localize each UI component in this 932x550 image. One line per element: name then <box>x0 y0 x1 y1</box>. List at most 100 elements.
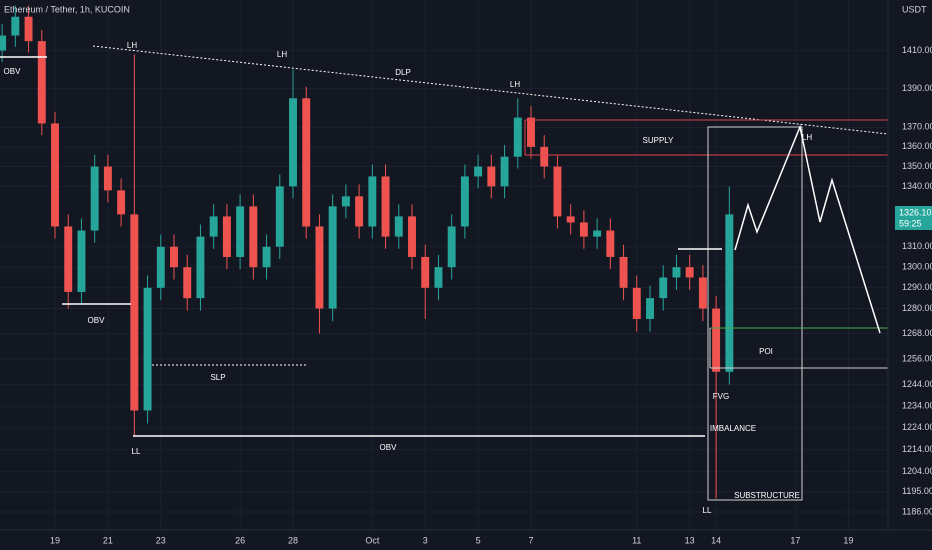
candle-body <box>632 287 641 319</box>
candle-body <box>646 298 654 319</box>
candle-body <box>394 216 403 237</box>
candle-body <box>209 216 218 237</box>
y-tick-label: 1300.00 <box>902 262 932 272</box>
projection-path <box>734 124 881 334</box>
annotation: SLP <box>210 373 225 382</box>
candle-body <box>540 146 549 167</box>
candle-body <box>11 16 20 36</box>
drawings <box>0 45 889 501</box>
annotation: SUPPLY <box>643 136 675 145</box>
last-price: 1326.10 <box>899 207 932 217</box>
candle-body <box>474 166 483 177</box>
candle-body <box>262 246 271 268</box>
candle-body <box>659 277 668 299</box>
countdown: 59:25 <box>899 218 922 228</box>
x-tick-label: 14 <box>711 535 721 545</box>
candle-body <box>117 190 126 215</box>
candle-body <box>685 267 694 278</box>
candle-body <box>315 226 324 309</box>
candle-body <box>183 267 192 299</box>
y-tick-label: 1340.00 <box>902 181 932 191</box>
candle-body <box>619 256 628 288</box>
annotation: LH <box>510 80 520 89</box>
candle-body <box>103 166 112 191</box>
y-tick-label: 1214.00 <box>902 444 932 454</box>
candle-body <box>196 236 205 299</box>
y-tick-label: 1256.00 <box>902 353 932 363</box>
annotation: OBV <box>88 316 106 325</box>
annotations: OBV OBV OBV LH LH LH LH DLP SLP LL LL SUPPLY POI FVG I… <box>4 41 813 515</box>
candle-body <box>672 267 681 278</box>
y-tick-label: 1224.00 <box>902 422 932 432</box>
candle-body <box>302 98 311 227</box>
candle-body <box>368 176 377 227</box>
candle-body <box>143 287 152 411</box>
y-tick-label: 1350.00 <box>902 161 932 171</box>
y-tick-label: 1195.00 <box>902 486 932 496</box>
candle-body <box>579 222 588 237</box>
y-tick-label: 1244.00 <box>902 379 932 389</box>
x-tick-label: 3 <box>423 535 428 545</box>
candle-body <box>0 35 7 51</box>
candle-body <box>487 166 496 187</box>
candle-body <box>553 166 562 217</box>
y-tick-label: 1370.00 <box>902 122 932 132</box>
y-tick-label: 1186.00 <box>902 506 932 516</box>
annotation: DLP <box>395 68 411 77</box>
candle-body <box>275 186 284 247</box>
candle-body <box>170 246 178 268</box>
candle-body <box>130 214 139 411</box>
candle-body <box>606 230 615 257</box>
candle-body <box>90 166 99 231</box>
annotation: OBV <box>4 67 22 76</box>
candle-body <box>236 206 245 257</box>
candle-body <box>593 230 602 237</box>
candle-body <box>527 117 535 147</box>
annotation: SUBSTRUCTURE <box>734 491 800 500</box>
y-tick-label: 1268.00 <box>902 328 932 338</box>
candle-body <box>51 123 59 227</box>
candle-body <box>447 226 456 268</box>
candle-body <box>37 41 46 124</box>
candle-body <box>77 230 86 292</box>
candle-body <box>421 256 430 288</box>
y-tick-label: 1234.00 <box>902 401 932 411</box>
x-tick-label: 23 <box>156 535 166 545</box>
candle-body <box>341 196 350 207</box>
candle-body <box>513 117 522 157</box>
annotation: LL <box>703 506 712 515</box>
candle-body <box>355 196 364 227</box>
candle-body <box>434 267 443 288</box>
annotation: LL <box>132 447 141 456</box>
annotation: POI <box>759 347 773 356</box>
candle-body <box>408 216 416 257</box>
x-tick-label: 11 <box>632 535 641 545</box>
candle-body <box>328 206 337 309</box>
x-tick-label: 7 <box>528 535 533 545</box>
substructure-box <box>707 126 803 501</box>
candle-body <box>249 206 258 268</box>
candle-body <box>24 16 33 42</box>
candle-body <box>725 214 734 372</box>
candle-body <box>500 156 509 187</box>
x-tick-label: 17 <box>790 535 800 545</box>
candles <box>0 5 734 499</box>
candle-body <box>156 246 165 288</box>
x-tick-label: 5 <box>476 535 481 545</box>
candle-body <box>698 277 707 309</box>
y-tick-label: 1310.00 <box>902 241 932 251</box>
x-tick-label: 21 <box>103 535 113 545</box>
annotation: IMBALANCE <box>710 424 756 433</box>
candle-body <box>381 176 390 237</box>
x-tick-label: 26 <box>235 535 245 545</box>
x-tick-label: 19 <box>843 535 853 545</box>
y-tick-label: 1290.00 <box>902 282 932 292</box>
y-tick-label: 1410.00 <box>902 45 932 55</box>
x-tick-label: 28 <box>288 535 298 545</box>
annotation: LH <box>127 41 137 50</box>
x-tick-label: 13 <box>685 535 695 545</box>
x-tick-label: Oct <box>365 535 380 545</box>
